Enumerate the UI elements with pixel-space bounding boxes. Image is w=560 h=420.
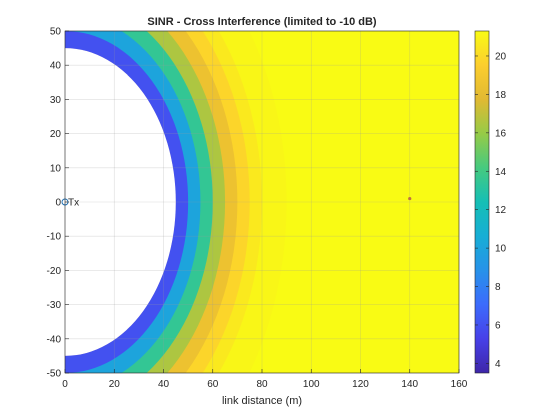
x-tick-label: 40	[158, 379, 170, 390]
colorbar-tick-label: 12	[495, 205, 507, 216]
x-tick-label: 20	[109, 379, 121, 390]
x-axis-ticks: 0 20 40 60 80 100 120 140 160	[62, 369, 468, 390]
colorbar-tick-label: 14	[495, 167, 507, 178]
x-axis-label: link distance (m)	[222, 395, 302, 407]
excluded-region	[65, 48, 176, 356]
y-tick-label: -10	[47, 232, 62, 243]
colorbar-tick-label: 18	[495, 90, 507, 101]
y-tick-label: 0	[55, 198, 61, 209]
colorbar-tick-label: 6	[495, 320, 501, 331]
x-tick-label: 0	[62, 379, 68, 390]
chart-title: SINR - Cross Interference (limited to -1…	[147, 16, 377, 28]
x-tick-label: 140	[401, 379, 418, 390]
colorbar-tick-label: 8	[495, 282, 501, 293]
y-axis-ticks: 50 40 30 20 10 0 -10 -20 -30 -40 -50	[47, 27, 69, 380]
point-marker	[408, 196, 412, 201]
x-tick-label: 120	[352, 379, 369, 390]
colorbar-gradient	[475, 31, 489, 373]
colorbar-tick-label: 16	[495, 128, 507, 139]
y-tick-label: -20	[47, 266, 62, 277]
colorbar-tick-label: 4	[495, 359, 501, 370]
y-tick-label: 10	[50, 163, 62, 174]
x-tick-label: 160	[451, 379, 468, 390]
y-tick-label: 40	[50, 61, 62, 72]
heatmap-field	[65, 31, 459, 373]
colorbar-tick-label: 20	[495, 51, 507, 62]
tx-label: Tx	[68, 198, 79, 209]
colorbar: 20 18 16 14 12 10 8 6 4	[474, 30, 507, 374]
x-tick-label: 60	[207, 379, 219, 390]
colorbar-box	[474, 30, 490, 374]
y-tick-label: -40	[47, 334, 62, 345]
y-tick-label: 50	[50, 27, 62, 38]
y-tick-label: -50	[47, 369, 62, 380]
colorbar-ticks: 20 18 16 14 12 10 8 6 4	[475, 51, 507, 370]
y-tick-label: -30	[47, 300, 62, 311]
y-tick-label: 20	[50, 129, 62, 140]
x-tick-label: 80	[256, 379, 268, 390]
y-tick-label: 30	[50, 95, 62, 106]
colorbar-tick-label: 10	[495, 244, 507, 255]
x-tick-label: 100	[303, 379, 320, 390]
plot-area: Tx 0 20 40 60 80 100 120 140 160 50403020100-10-…	[47, 27, 468, 391]
